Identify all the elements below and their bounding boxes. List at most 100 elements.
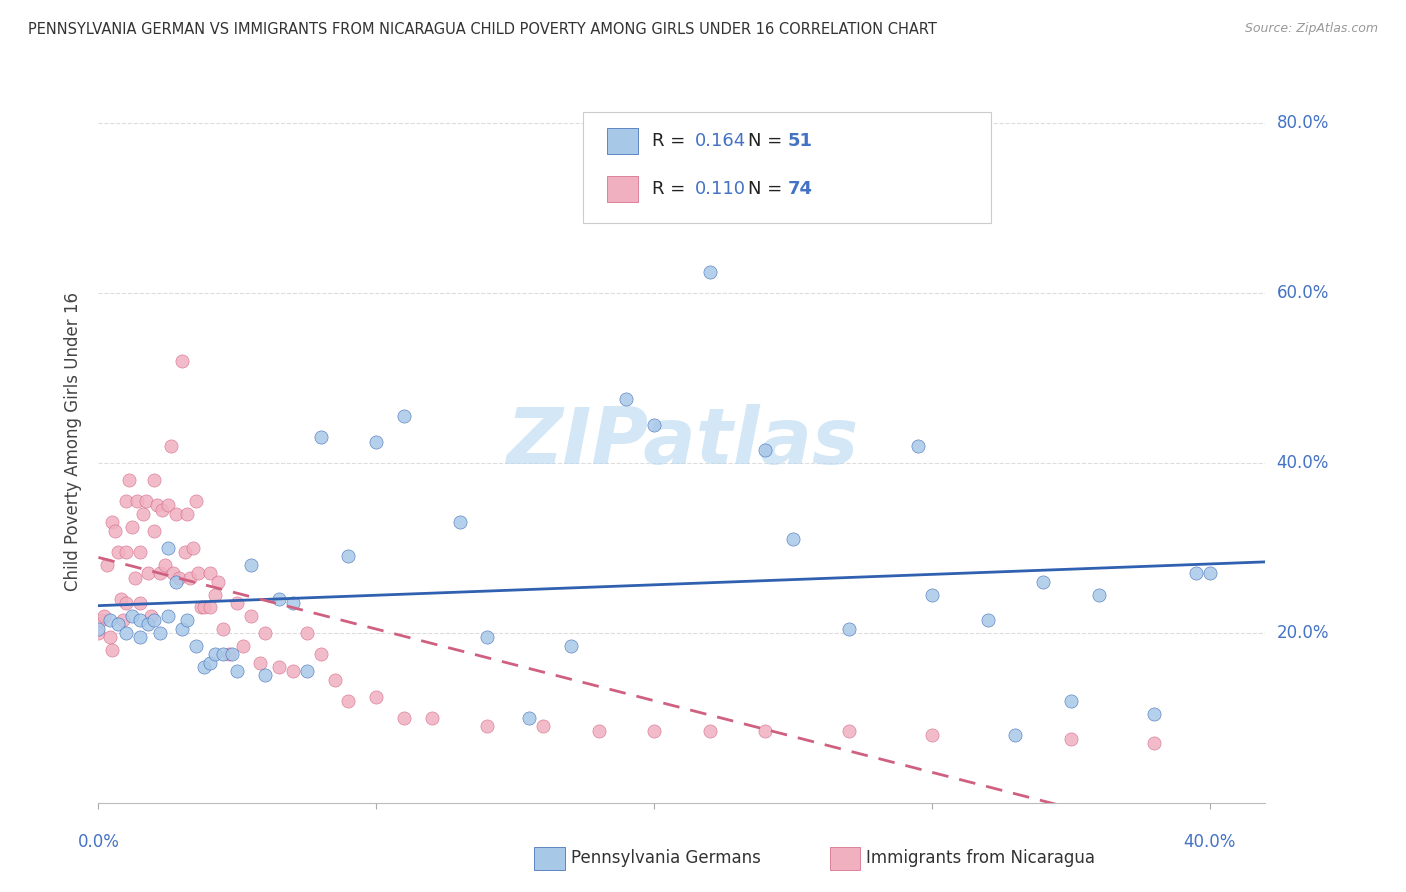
Point: [90, 613, 112, 627]
Point: [96, 558, 118, 572]
Point: [101, 642, 124, 657]
Point: [159, 439, 181, 453]
Point: [309, 430, 332, 444]
Point: [366, 690, 388, 704]
Point: [782, 533, 804, 547]
Point: [249, 656, 271, 670]
Point: [132, 507, 155, 521]
Point: [87, 622, 110, 636]
Point: [267, 660, 290, 674]
Point: [517, 711, 540, 725]
Point: [176, 507, 198, 521]
Text: ZIPatlas: ZIPatlas: [506, 403, 858, 480]
Text: R =: R =: [652, 180, 692, 198]
Point: [124, 570, 146, 584]
Point: [110, 591, 132, 606]
Point: [212, 622, 235, 636]
Point: [143, 613, 166, 627]
Point: [87, 625, 110, 640]
Point: [207, 574, 229, 589]
Text: 20.0%: 20.0%: [1277, 624, 1329, 642]
Point: [754, 723, 776, 738]
Point: [107, 545, 129, 559]
Point: [165, 507, 187, 521]
Point: [212, 647, 235, 661]
Point: [129, 613, 152, 627]
Text: 40.0%: 40.0%: [1277, 454, 1329, 472]
Point: [129, 596, 152, 610]
Text: R =: R =: [652, 132, 692, 150]
Point: [477, 719, 499, 733]
Point: [281, 596, 304, 610]
Text: PENNSYLVANIA GERMAN VS IMMIGRANTS FROM NICARAGUA CHILD POVERTY AMONG GIRLS UNDER: PENNSYLVANIA GERMAN VS IMMIGRANTS FROM N…: [28, 22, 936, 37]
Text: 74: 74: [787, 180, 813, 198]
Point: [699, 264, 721, 278]
Point: [101, 516, 124, 530]
Point: [392, 711, 415, 725]
Text: 60.0%: 60.0%: [1277, 284, 1329, 301]
Point: [156, 498, 179, 512]
Point: [1060, 732, 1083, 747]
Point: [281, 664, 304, 678]
Y-axis label: Child Poverty Among Girls Under 16: Child Poverty Among Girls Under 16: [65, 292, 83, 591]
Point: [337, 549, 360, 564]
Point: [115, 494, 138, 508]
Point: [295, 664, 318, 678]
Point: [226, 664, 249, 678]
Point: [98, 613, 121, 627]
Point: [907, 439, 929, 453]
Text: 0.110: 0.110: [695, 180, 745, 198]
Point: [179, 570, 201, 584]
Point: [267, 591, 290, 606]
Point: [112, 613, 135, 627]
Point: [838, 622, 860, 636]
Point: [323, 673, 346, 687]
Point: [118, 473, 141, 487]
Point: [143, 524, 166, 538]
Point: [129, 630, 152, 644]
Point: [138, 617, 160, 632]
Point: [643, 723, 665, 738]
Point: [1087, 588, 1109, 602]
Point: [240, 558, 263, 572]
Point: [226, 596, 249, 610]
Point: [121, 519, 143, 533]
Point: [115, 625, 138, 640]
Point: [204, 647, 226, 661]
Point: [190, 600, 212, 615]
Point: [560, 639, 582, 653]
Point: [193, 660, 215, 674]
Point: [1198, 566, 1220, 581]
Point: [1143, 706, 1166, 721]
Text: 80.0%: 80.0%: [1277, 114, 1329, 132]
Point: [588, 723, 610, 738]
Point: [218, 647, 240, 661]
Point: [921, 588, 943, 602]
Point: [240, 608, 263, 623]
Point: [184, 639, 207, 653]
Point: [198, 656, 221, 670]
Point: [107, 617, 129, 632]
Point: [165, 574, 187, 589]
Point: [141, 608, 163, 623]
Point: [531, 719, 554, 733]
Text: N =: N =: [748, 132, 787, 150]
Text: Immigrants from Nicaragua: Immigrants from Nicaragua: [866, 849, 1095, 867]
Point: [699, 723, 721, 738]
Point: [150, 502, 173, 516]
Point: [148, 625, 170, 640]
Point: [135, 494, 157, 508]
Point: [204, 588, 226, 602]
Point: [309, 647, 332, 661]
Point: [184, 494, 207, 508]
Point: [232, 639, 254, 653]
Point: [366, 434, 388, 449]
Point: [392, 409, 415, 423]
Point: [198, 600, 221, 615]
Point: [754, 443, 776, 458]
Point: [198, 566, 221, 581]
Point: [104, 524, 127, 538]
Text: 51: 51: [787, 132, 813, 150]
Point: [187, 566, 209, 581]
Point: [193, 600, 215, 615]
